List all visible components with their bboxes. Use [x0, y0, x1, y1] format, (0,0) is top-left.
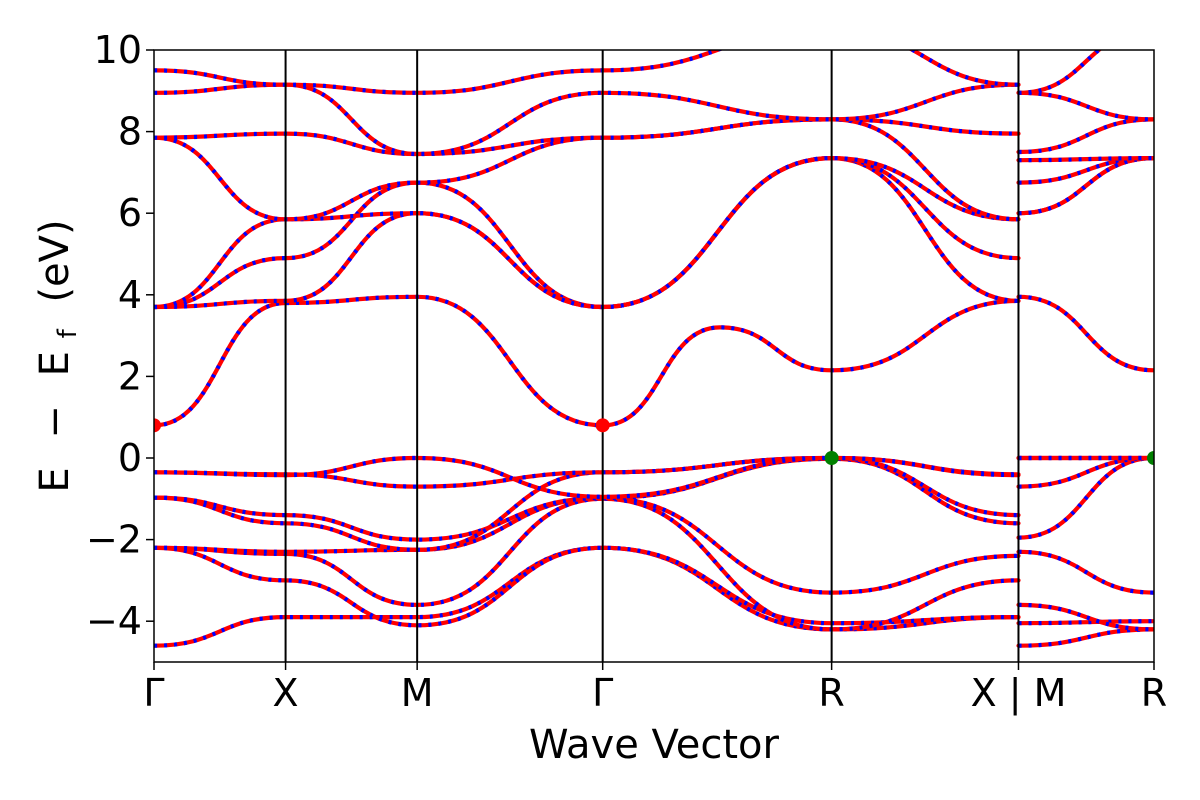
x-axis-ticks: Γ X M Γ R X | M R	[143, 662, 1167, 716]
x-axis-title: Wave Vector	[529, 722, 780, 768]
band-14-line	[154, 117, 1154, 157]
band-edge-marker	[824, 451, 839, 465]
band-1-line	[154, 545, 1154, 648]
band-12-dashed-line	[154, 156, 1154, 310]
band-16-dashed-line	[154, 50, 1103, 95]
band-4-line	[154, 495, 1154, 595]
band-10-line	[154, 156, 1154, 310]
x-tick-label: Γ	[143, 671, 164, 715]
band-lines	[154, 50, 1154, 648]
kpoint-divider-lines	[284, 50, 1020, 662]
band-4-dashed-line	[154, 495, 1154, 595]
x-tick-label: Γ	[592, 671, 613, 715]
y-tick-label: 8	[118, 110, 142, 154]
band-6-dashed-line	[154, 455, 1154, 552]
band-5-dashed-line	[154, 455, 1154, 542]
y-axis-title-e: E	[32, 467, 78, 492]
y-axis-title: E − E f (eV)	[32, 219, 86, 492]
y-tick-label: 0	[118, 436, 142, 480]
plot-frame	[153, 49, 1155, 663]
x-tick-label: R	[818, 671, 844, 715]
band-13-dashed-line	[154, 117, 1154, 222]
y-tick-label: −4	[86, 599, 142, 643]
band-11-dashed-line	[154, 156, 1154, 310]
y-axis-title-minus: −	[32, 405, 78, 439]
band-15-line	[154, 82, 1154, 157]
band-2-line	[154, 545, 1154, 628]
band-11-line	[154, 156, 1154, 310]
y-tick-label: −2	[86, 518, 142, 562]
y-tick-label: 2	[118, 354, 142, 398]
band-3-line	[154, 496, 1154, 632]
y-tick-label: 10	[94, 28, 142, 72]
band-9-dashed-line	[154, 294, 1154, 428]
y-axis-title-unit: (eV)	[32, 219, 78, 302]
band-edge-marker	[595, 418, 610, 433]
y-axis-title-e2: E	[32, 351, 78, 376]
band-10-dashed-line	[154, 156, 1154, 310]
band-3-dashed-line	[154, 496, 1154, 632]
y-axis-ticks: 10 8 6 4 2 0 −2 −4	[86, 28, 154, 643]
y-axis-title-subscript: f	[53, 328, 83, 338]
band-edge-marker	[1147, 451, 1154, 465]
band-8-line	[154, 455, 1154, 499]
band-8-dashed-line	[154, 455, 1154, 499]
band-edge-markers	[154, 418, 1154, 465]
band-2-dashed-line	[154, 545, 1154, 628]
band-1-dashed-line	[154, 545, 1154, 648]
x-tick-label: M	[401, 671, 434, 715]
x-tick-label: X	[273, 671, 299, 715]
x-tick-label: R	[1141, 671, 1167, 715]
y-tick-label: 6	[118, 191, 142, 235]
band-12-line	[154, 156, 1154, 310]
x-tick-label: X | M	[971, 671, 1067, 716]
y-tick-label: 4	[118, 273, 142, 317]
band-edge-marker	[154, 418, 161, 433]
band-9-line	[154, 294, 1154, 428]
